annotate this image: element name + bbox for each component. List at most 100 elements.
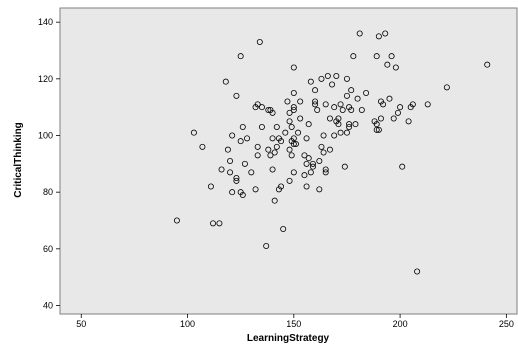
data-point — [346, 124, 353, 131]
data-point — [173, 217, 180, 224]
data-point — [392, 64, 399, 71]
data-point — [278, 138, 285, 145]
data-point — [309, 160, 316, 167]
data-point — [414, 268, 421, 275]
data-point — [271, 197, 278, 204]
y-tick-label: 100 — [38, 131, 53, 141]
data-point — [286, 109, 293, 116]
x-axis: 50 100 150 200 250 — [76, 314, 514, 329]
data-point — [343, 92, 350, 99]
data-point — [258, 104, 265, 111]
data-point — [322, 169, 329, 176]
data-point — [290, 140, 297, 147]
data-point — [373, 121, 380, 128]
y-tick-label: 80 — [43, 187, 53, 197]
data-point — [216, 220, 223, 227]
data-point — [375, 126, 382, 133]
data-point — [227, 157, 234, 164]
data-point — [375, 33, 382, 40]
data-point — [331, 132, 338, 139]
x-axis-title: LearningStrategy — [247, 333, 330, 344]
data-point — [267, 152, 274, 159]
data-point — [303, 183, 310, 190]
plot-area — [59, 7, 518, 315]
x-tick-label: 250 — [499, 319, 514, 329]
data-point — [288, 124, 295, 131]
data-point — [303, 135, 310, 142]
data-point — [305, 121, 312, 128]
data-point — [301, 152, 308, 159]
data-point — [343, 75, 350, 82]
data-point — [278, 183, 285, 190]
data-point — [484, 61, 491, 68]
data-point — [373, 53, 380, 60]
data-point — [326, 146, 333, 153]
data-point — [343, 129, 350, 136]
data-point — [233, 177, 240, 184]
data-point — [380, 101, 387, 108]
data-point — [229, 189, 236, 196]
data-point — [326, 115, 333, 122]
y-axis: 40 60 80 100 120 140 — [38, 17, 60, 311]
data-point — [241, 160, 248, 167]
data-point — [286, 177, 293, 184]
data-point — [292, 140, 299, 147]
data-point — [210, 220, 217, 227]
data-point — [254, 152, 261, 159]
data-point — [227, 169, 234, 176]
data-point — [305, 155, 312, 162]
data-point — [314, 107, 321, 114]
data-point — [280, 225, 287, 232]
y-tick-label: 40 — [43, 301, 53, 311]
data-point — [244, 135, 251, 142]
data-point — [269, 109, 276, 116]
data-point — [233, 174, 240, 181]
data-point — [324, 73, 331, 80]
data-point — [358, 107, 365, 114]
data-point — [329, 81, 336, 88]
data-point — [409, 101, 416, 108]
data-point — [318, 75, 325, 82]
data-point — [354, 95, 361, 102]
data-point — [335, 115, 342, 122]
data-point — [290, 104, 297, 111]
data-point — [286, 118, 293, 125]
data-points — [173, 30, 491, 275]
data-point — [341, 163, 348, 170]
data-point — [337, 129, 344, 136]
data-point — [386, 95, 393, 102]
data-point — [335, 121, 342, 128]
data-point — [290, 90, 297, 97]
data-point — [237, 53, 244, 60]
data-point — [316, 157, 323, 164]
data-point — [297, 115, 304, 122]
data-point — [271, 149, 278, 156]
x-tick-label: 50 — [76, 319, 86, 329]
data-point — [254, 101, 261, 108]
data-point — [282, 129, 289, 136]
x-tick-label: 200 — [393, 319, 408, 329]
data-point — [290, 169, 297, 176]
data-point — [356, 30, 363, 37]
data-point — [295, 129, 302, 136]
data-point — [322, 101, 329, 108]
data-point — [394, 109, 401, 116]
data-point — [377, 115, 384, 122]
y-tick-label: 120 — [38, 74, 53, 84]
data-point — [424, 101, 431, 108]
data-point — [320, 132, 327, 139]
data-point — [286, 146, 293, 153]
data-point — [352, 121, 359, 128]
data-point — [307, 78, 314, 85]
data-point — [263, 242, 270, 249]
data-point — [312, 101, 319, 108]
y-tick-label: 60 — [43, 244, 53, 254]
data-point — [288, 152, 295, 159]
data-point — [265, 107, 272, 114]
data-point — [322, 166, 329, 173]
data-point — [337, 101, 344, 108]
y-tick-label: 140 — [38, 17, 53, 27]
data-point — [233, 92, 240, 99]
data-point — [316, 186, 323, 193]
